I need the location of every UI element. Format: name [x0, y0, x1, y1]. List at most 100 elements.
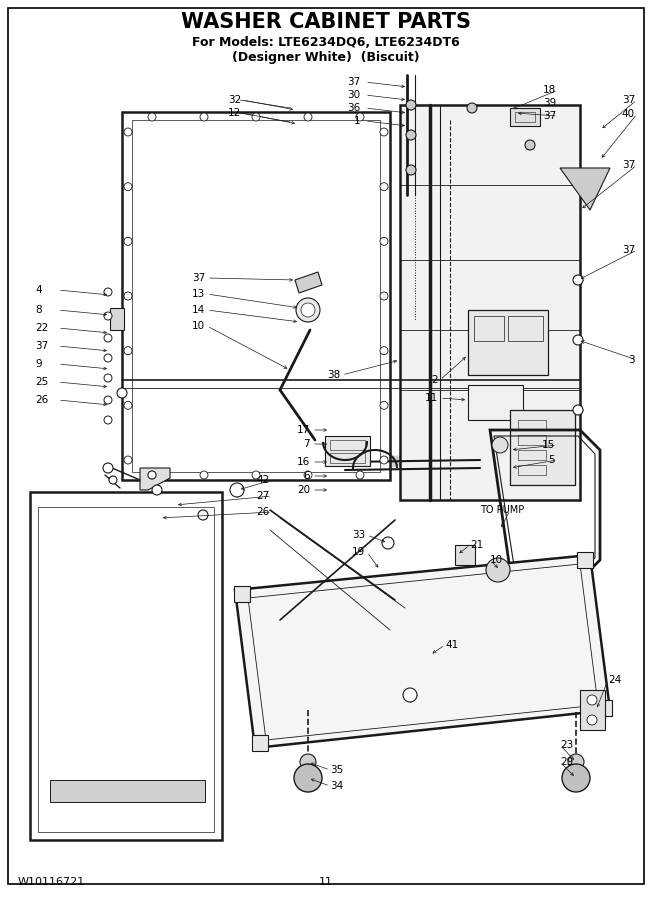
Polygon shape	[122, 112, 390, 480]
Text: 4: 4	[35, 285, 42, 295]
Circle shape	[124, 183, 132, 191]
Circle shape	[104, 354, 112, 362]
Circle shape	[525, 140, 535, 150]
Bar	[468, 385, 523, 420]
Text: 34: 34	[330, 781, 343, 791]
Text: 1: 1	[353, 116, 360, 126]
Bar	[110, 308, 124, 330]
Bar	[50, 780, 205, 802]
Bar	[468, 310, 548, 375]
Text: W10116721: W10116721	[18, 877, 85, 887]
Bar	[510, 410, 575, 485]
Text: (Designer White)  (Biscuit): (Designer White) (Biscuit)	[232, 50, 420, 64]
Text: 12: 12	[228, 108, 241, 118]
Circle shape	[124, 292, 132, 300]
Circle shape	[124, 346, 132, 355]
Bar	[330, 440, 365, 450]
Text: 2: 2	[432, 375, 438, 385]
Text: 38: 38	[327, 370, 340, 380]
Circle shape	[304, 471, 312, 479]
Circle shape	[380, 183, 388, 191]
Bar	[518, 465, 546, 475]
Circle shape	[252, 113, 260, 121]
Bar	[577, 552, 593, 568]
Text: 20: 20	[297, 485, 310, 495]
Text: 14: 14	[192, 305, 205, 315]
Circle shape	[380, 456, 388, 464]
Text: 23: 23	[560, 740, 573, 750]
Circle shape	[104, 416, 112, 424]
Circle shape	[304, 113, 312, 121]
Text: 26: 26	[35, 395, 48, 405]
Bar	[596, 700, 612, 716]
Bar	[580, 690, 605, 730]
Text: TO PUMP: TO PUMP	[480, 505, 524, 515]
Text: 6: 6	[303, 471, 310, 481]
Circle shape	[104, 396, 112, 404]
Circle shape	[152, 485, 162, 495]
Circle shape	[356, 471, 364, 479]
Circle shape	[104, 288, 112, 296]
Polygon shape	[140, 468, 170, 490]
Text: 21: 21	[470, 540, 483, 550]
Text: 37: 37	[622, 245, 635, 255]
Text: 15: 15	[542, 440, 555, 450]
Text: 22: 22	[35, 323, 48, 333]
Text: 40: 40	[622, 109, 635, 119]
Circle shape	[124, 456, 132, 464]
Text: 13: 13	[192, 289, 205, 299]
Circle shape	[380, 346, 388, 355]
Text: 24: 24	[608, 675, 621, 685]
Text: 7: 7	[303, 439, 310, 449]
Circle shape	[406, 130, 416, 140]
Bar	[455, 545, 475, 565]
Bar	[252, 735, 268, 751]
Circle shape	[573, 335, 583, 345]
Text: 3: 3	[629, 355, 635, 365]
Text: 5: 5	[548, 455, 555, 465]
Polygon shape	[400, 105, 580, 500]
Circle shape	[117, 388, 127, 398]
Text: 26: 26	[257, 507, 270, 517]
Circle shape	[103, 463, 113, 473]
Bar	[510, 108, 540, 126]
Text: 36: 36	[347, 103, 360, 113]
Circle shape	[148, 113, 156, 121]
Text: 25: 25	[35, 377, 48, 387]
Circle shape	[124, 401, 132, 410]
Text: 27: 27	[257, 491, 270, 501]
Text: 19: 19	[351, 547, 365, 557]
Text: For Models: LTE6234DQ6, LTE6234DT6: For Models: LTE6234DQ6, LTE6234DT6	[192, 35, 460, 49]
Circle shape	[300, 754, 316, 770]
Text: 16: 16	[297, 457, 310, 467]
Polygon shape	[30, 492, 222, 840]
Text: 42: 42	[257, 475, 270, 485]
Circle shape	[380, 292, 388, 300]
Text: 9: 9	[35, 359, 42, 369]
Text: 39: 39	[542, 98, 556, 108]
Circle shape	[198, 510, 208, 520]
Text: 17: 17	[297, 425, 310, 435]
Bar	[234, 586, 250, 602]
Text: 10: 10	[490, 555, 503, 565]
Circle shape	[200, 471, 208, 479]
Circle shape	[148, 471, 156, 479]
Text: 37: 37	[35, 341, 48, 351]
Text: 37: 37	[622, 95, 635, 105]
Text: 35: 35	[330, 765, 343, 775]
Text: 11: 11	[424, 393, 438, 403]
Bar	[330, 453, 365, 463]
Bar	[474, 316, 504, 341]
Circle shape	[124, 128, 132, 136]
Circle shape	[200, 113, 208, 121]
Text: 37: 37	[542, 111, 556, 121]
Circle shape	[301, 303, 315, 317]
Circle shape	[380, 401, 388, 410]
Circle shape	[486, 558, 510, 582]
Polygon shape	[235, 555, 610, 748]
Circle shape	[109, 476, 117, 484]
Text: 18: 18	[542, 85, 556, 95]
Bar	[518, 435, 546, 445]
Text: 10: 10	[192, 321, 205, 331]
Circle shape	[382, 537, 394, 549]
